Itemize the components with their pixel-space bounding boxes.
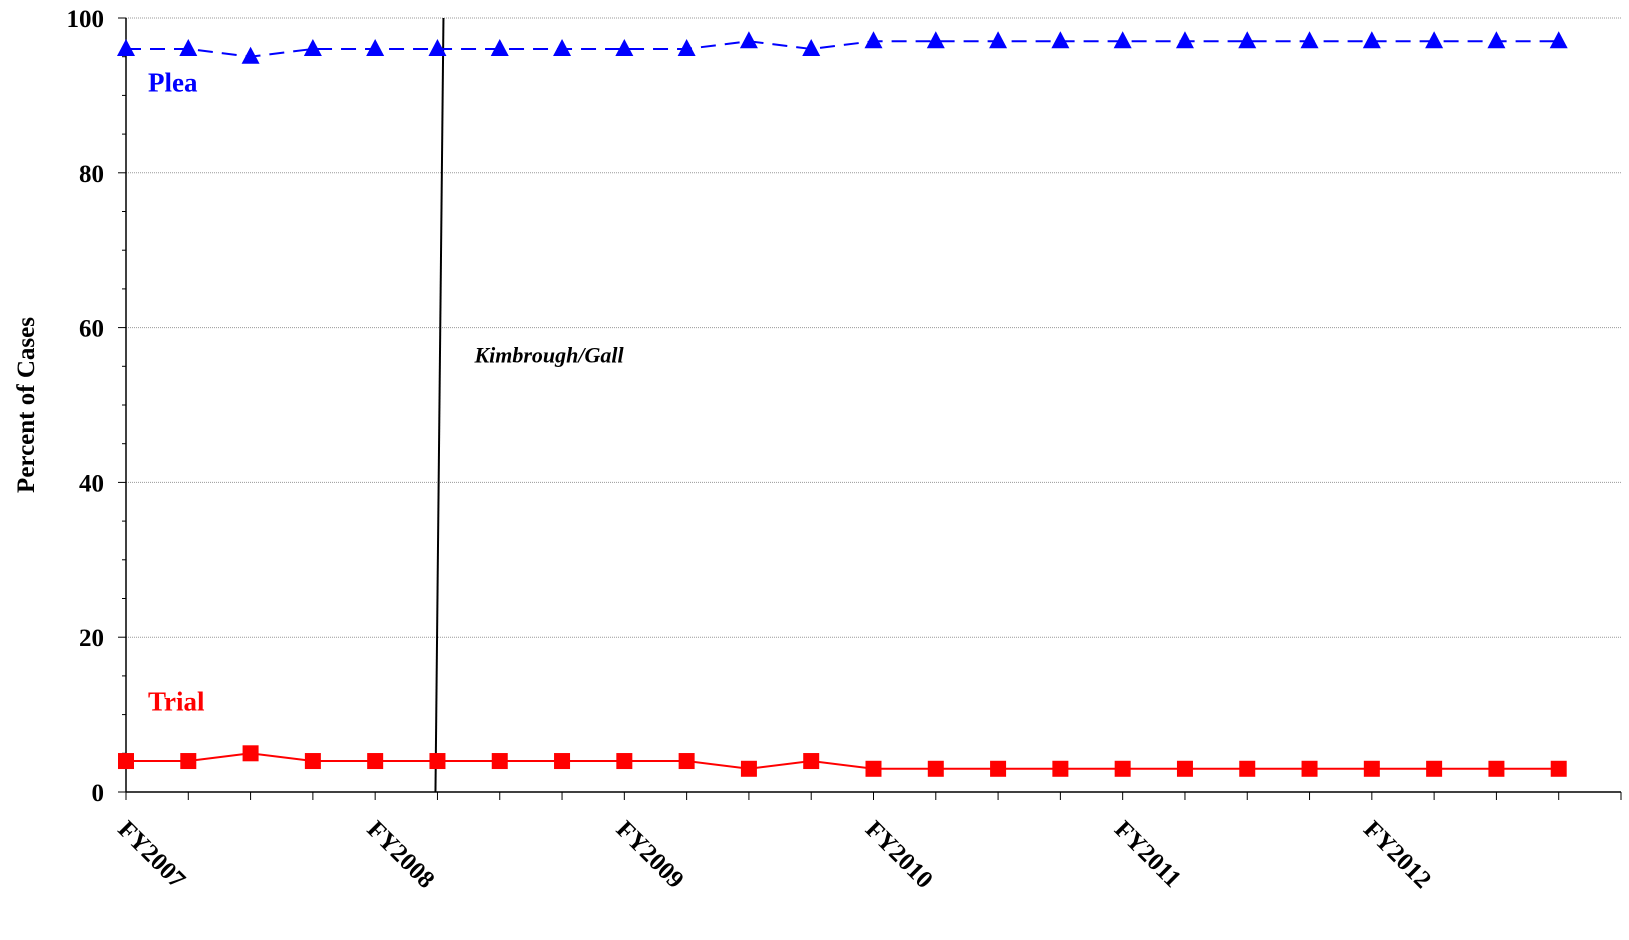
trial-point (740, 760, 757, 777)
plea-line (126, 40, 1559, 58)
trial-point (616, 753, 633, 770)
trial-point (242, 745, 259, 762)
trial-series-label: Trial (148, 687, 205, 717)
plea-point (1487, 31, 1506, 49)
plea-point (179, 38, 198, 56)
y-ticks: 0 20 40 60 80 100 (67, 6, 126, 807)
plea-point (926, 31, 945, 49)
trial-point (304, 753, 321, 770)
plea-point (1238, 31, 1257, 49)
trial-point (118, 753, 134, 770)
plea-point (553, 38, 572, 56)
trial-point (1426, 760, 1443, 777)
plea-point (1300, 31, 1319, 49)
trial-point (554, 753, 571, 770)
y-tick-label: 20 (79, 625, 104, 652)
trial-series (118, 745, 1567, 777)
trial-point (180, 753, 197, 770)
plea-point (989, 31, 1008, 49)
plea-point (303, 38, 322, 56)
trial-point (491, 753, 508, 770)
x-tick-label: FY2011 (1109, 816, 1186, 893)
x-tick-label: FY2007 (112, 816, 190, 894)
x-tick-label: FY2010 (860, 816, 938, 894)
trial-point (367, 753, 384, 770)
trial-point (429, 753, 446, 770)
plea-series (117, 31, 1568, 64)
x-tick-label: FY2009 (611, 816, 689, 894)
trial-point (865, 760, 882, 777)
trial-point (1488, 760, 1505, 777)
plea-point (1051, 31, 1070, 49)
gridlines (126, 17, 1621, 638)
plea-point (1175, 31, 1194, 49)
trial-point (1239, 760, 1256, 777)
y-tick-label: 0 (92, 780, 105, 807)
plea-series-label: Plea (148, 68, 198, 98)
plea-point (802, 38, 821, 56)
trial-point (1550, 760, 1567, 777)
kimbrough-gall-annotation: Kimbrough/Gall (473, 342, 624, 367)
y-tick-label: 60 (79, 316, 104, 343)
x-tick-label: FY2008 (362, 816, 440, 894)
y-axis-label: Percent of Cases (13, 317, 40, 493)
trial-point (1114, 760, 1131, 777)
plea-point (739, 31, 758, 49)
x-ticks: FY2007 FY2008 FY2009 FY2010 FY2011 FY2012 (112, 792, 1622, 894)
y-tick-label: 40 (79, 470, 104, 497)
plea-point (1425, 31, 1444, 49)
trial-point (1176, 760, 1193, 777)
trial-point (927, 760, 944, 777)
y-tick-label: 80 (79, 161, 104, 188)
trial-point (990, 760, 1007, 777)
plea-point (428, 38, 447, 56)
series (117, 31, 1568, 777)
plea-point (117, 38, 135, 56)
trial-point (1052, 760, 1069, 777)
x-tick-label: FY2012 (1358, 816, 1436, 894)
plea-point (1362, 31, 1381, 49)
plea-point (490, 38, 509, 56)
kimbrough-gall-event-line (434, 17, 445, 793)
y-tick-label: 100 (67, 6, 105, 33)
trial-point (1363, 760, 1380, 777)
plea-point (677, 38, 696, 56)
plea-point (366, 38, 385, 56)
plea-point (241, 46, 260, 64)
plea-point (1113, 31, 1132, 49)
plea-point (615, 38, 634, 56)
plea-point (864, 31, 883, 49)
trial-point (803, 753, 820, 770)
trial-point (1301, 760, 1318, 777)
plea-point (1549, 31, 1568, 49)
axes (125, 18, 1621, 793)
trial-point (678, 753, 695, 770)
trial-line (126, 752, 1559, 770)
